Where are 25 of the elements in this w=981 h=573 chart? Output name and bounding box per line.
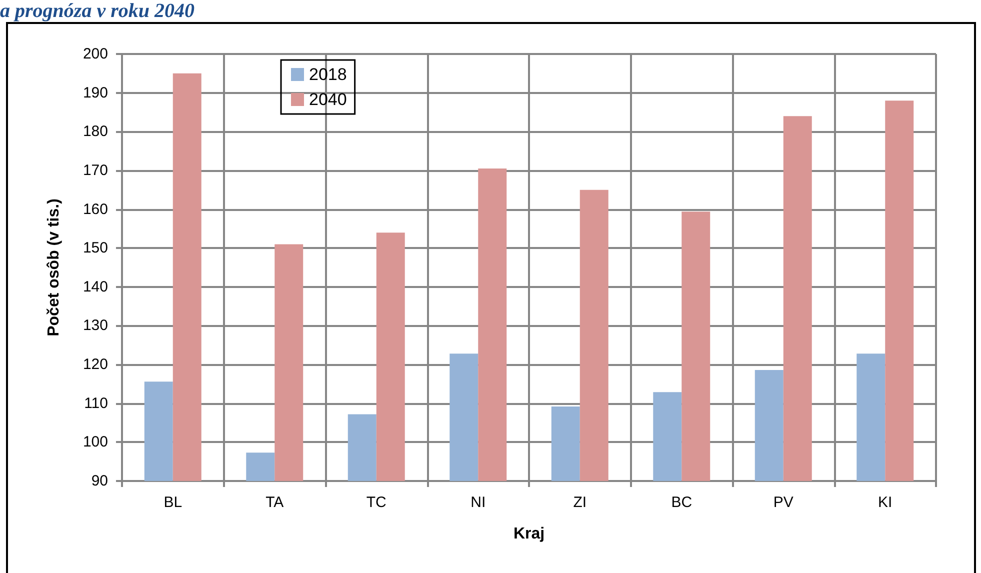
y-tick-label: 150 xyxy=(82,240,108,257)
y-tick-label: 140 xyxy=(82,278,108,296)
x-axis-title: Kraj xyxy=(513,526,545,542)
legend-label: 2040 xyxy=(309,90,347,109)
x-tick-label: BL xyxy=(164,494,182,511)
y-tick-label: 170 xyxy=(82,162,108,179)
legend-label: 2018 xyxy=(309,65,347,84)
x-tick-label: KI xyxy=(878,494,892,511)
y-tick-label: 160 xyxy=(82,200,108,218)
y-tick-label: 90 xyxy=(91,472,108,490)
x-tick-label: TC xyxy=(366,494,387,511)
y-tick-label: 130 xyxy=(82,317,108,334)
y-tick-label: 200 xyxy=(82,46,108,62)
x-tick-label: PV xyxy=(773,494,794,511)
x-tick-label: TA xyxy=(266,494,284,511)
x-tick-label: NI xyxy=(470,494,486,511)
chart-title: a prognóza v roku 2040 xyxy=(0,0,194,23)
y-tick-label: 190 xyxy=(82,84,108,102)
y-axis-title: Počet osôb (v tis.) xyxy=(46,198,62,336)
y-tick-label: 100 xyxy=(82,434,108,451)
y-tick-label: 120 xyxy=(82,356,108,374)
x-tick-label: BC xyxy=(671,494,692,511)
y-tick-label: 110 xyxy=(84,394,108,412)
y-tick-label: 180 xyxy=(82,123,108,140)
x-tick-label: ZI xyxy=(573,494,587,511)
